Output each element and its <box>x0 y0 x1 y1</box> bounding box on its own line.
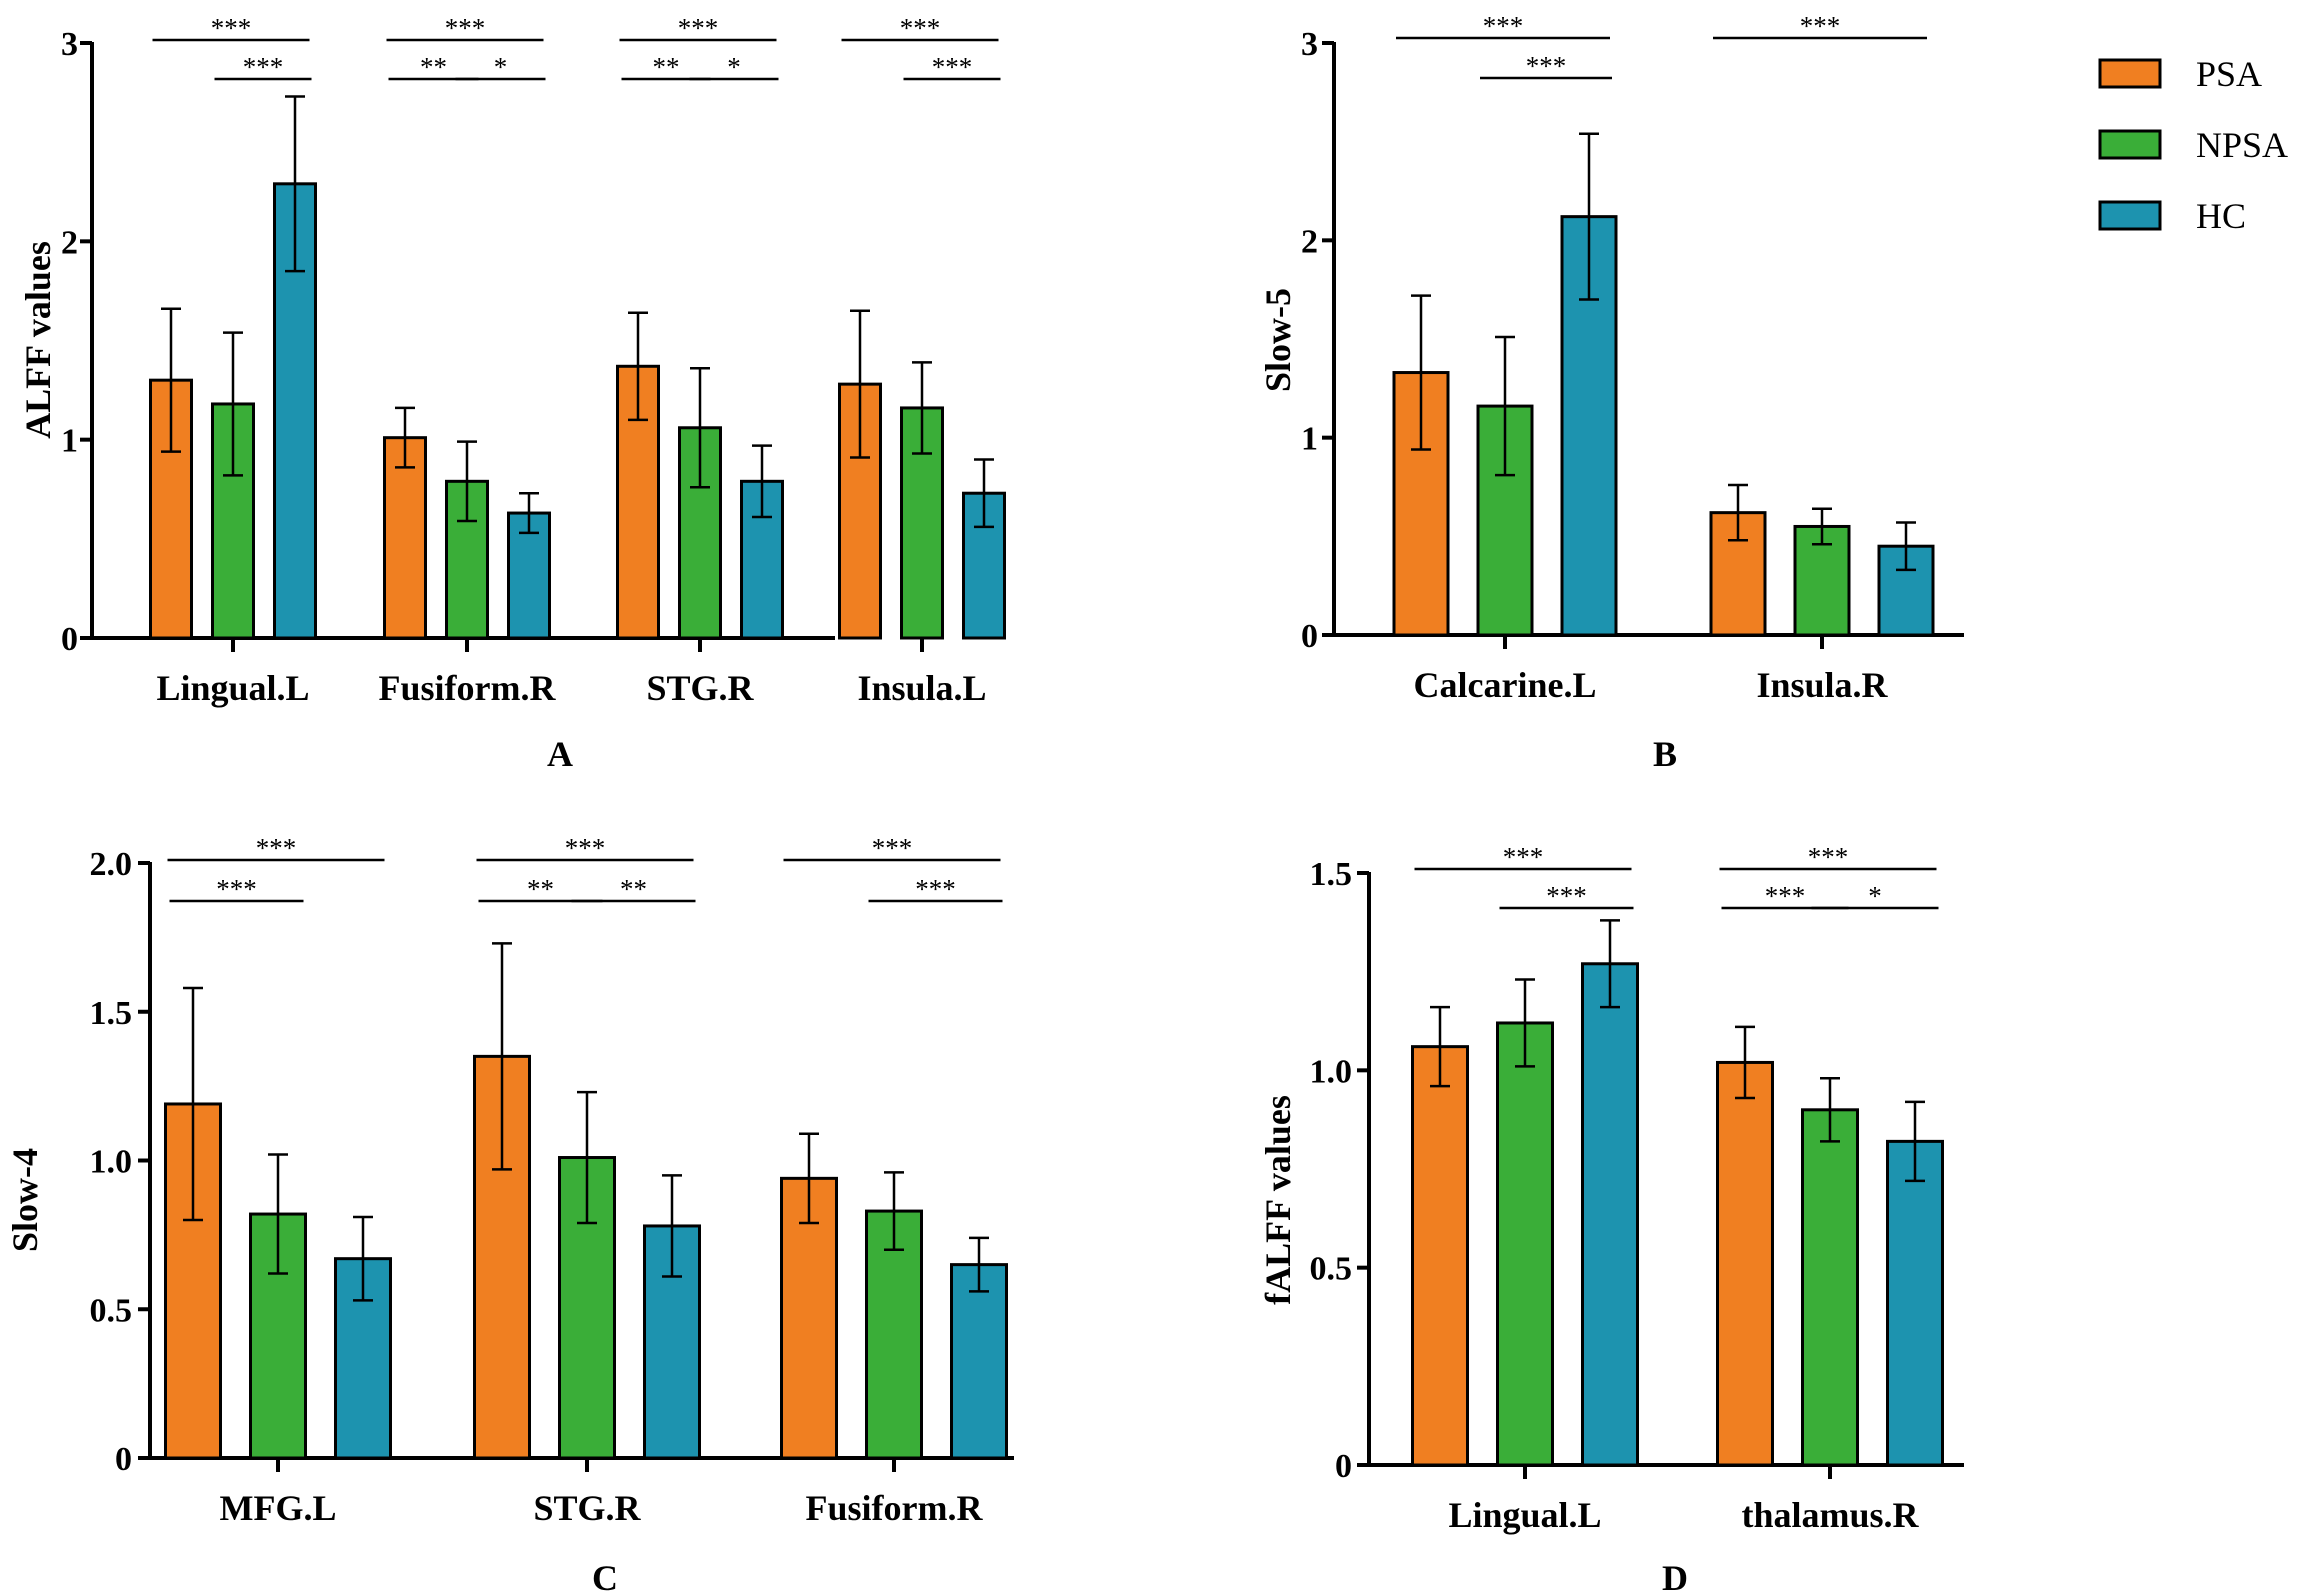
panel-letter: A <box>547 734 573 774</box>
y-tick-label: 0.5 <box>1310 1251 1353 1288</box>
legend-swatch-psa <box>2098 58 2162 89</box>
panel-letter: B <box>1653 734 1677 774</box>
significance-label: *** <box>900 13 941 43</box>
significance-label: *** <box>1503 842 1544 872</box>
y-tick-label: 3 <box>61 26 78 63</box>
y-tick-label: 1.0 <box>1310 1053 1353 1090</box>
y-axis-title: ALFF values <box>18 241 58 439</box>
panel-letter: C <box>592 1558 618 1595</box>
bar-npsa <box>865 1209 923 1460</box>
panel-d-chart: 0 0.5 1.0 1.5 fALFF values Lingual.L thalamus.… <box>1258 842 1964 1595</box>
panel-a-chart: 0 1 2 3 ALFF values Lingual.L Fusiform.R STG.R I… <box>18 13 1006 774</box>
y-tick-label: 0 <box>61 621 78 658</box>
y-tick-label: 2 <box>61 224 78 261</box>
significance-label: * <box>494 52 508 82</box>
legend-item-npsa: NPSA <box>2098 125 2288 165</box>
bar-npsa <box>1801 1108 1859 1467</box>
significance-label: ** <box>527 874 554 904</box>
y-tick-label: 1.0 <box>90 1144 133 1181</box>
significance-label: *** <box>1800 11 1841 41</box>
y-tick-label: 1.5 <box>1310 856 1353 893</box>
y-tick-label: 0.5 <box>90 1292 133 1329</box>
significance-label: *** <box>256 833 297 863</box>
y-tick-label: 3 <box>1301 26 1318 63</box>
bar-psa <box>1716 1060 1774 1467</box>
category-label: STG.R <box>533 1488 641 1528</box>
y-tick-label: 2.0 <box>90 846 133 883</box>
category-label: Lingual.L <box>1448 1495 1601 1535</box>
bar-hc <box>950 1263 1008 1460</box>
panel-letter: D <box>1662 1558 1688 1595</box>
y-axis-title: Slow-4 <box>5 1148 45 1252</box>
legend-label-hc: HC <box>2196 196 2246 236</box>
bar-npsa <box>1793 524 1851 637</box>
category-label: Fusiform.R <box>806 1488 984 1528</box>
significance-label: *** <box>1808 842 1849 872</box>
category-label: STG.R <box>646 668 754 708</box>
legend-label-psa: PSA <box>2196 54 2262 94</box>
category-label: Insula.R <box>1756 665 1888 705</box>
category-label: Lingual.L <box>156 668 309 708</box>
y-axis-title: Slow-5 <box>1258 288 1298 392</box>
panel-c-chart: 0 0.5 1.0 1.5 2.0 Slow-4 MFG.L STG.R Fusiform.R *… <box>5 833 1014 1595</box>
bar-psa <box>383 436 427 640</box>
category-label: thalamus.R <box>1741 1495 1919 1535</box>
significance-label: ** <box>420 52 447 82</box>
legend-swatch-hc <box>2098 200 2162 231</box>
y-tick-label: 1 <box>61 423 78 460</box>
bar-psa <box>1411 1045 1469 1467</box>
significance-label: *** <box>1546 881 1587 911</box>
bar-psa <box>780 1176 838 1460</box>
category-label: MFG.L <box>220 1488 337 1528</box>
category-label: Insula.L <box>857 668 986 708</box>
significance-label: * <box>727 52 741 82</box>
significance-label: *** <box>211 13 252 43</box>
significance-label: *** <box>216 874 257 904</box>
significance-label: *** <box>445 13 486 43</box>
legend-item-hc: HC <box>2098 196 2246 236</box>
significance-label: *** <box>1526 51 1567 81</box>
bar-hc <box>1581 962 1639 1467</box>
legend-label-npsa: NPSA <box>2196 125 2288 165</box>
significance-label: * <box>1868 881 1882 911</box>
category-label: Calcarine.L <box>1414 665 1597 705</box>
significance-label: ** <box>653 52 680 82</box>
y-tick-label: 2 <box>1301 223 1318 260</box>
significance-label: *** <box>932 52 973 82</box>
y-tick-label: 0 <box>115 1441 132 1478</box>
significance-label: *** <box>565 833 606 863</box>
y-tick-label: 0 <box>1335 1448 1352 1485</box>
category-label: Fusiform.R <box>379 668 557 708</box>
y-tick-label: 1 <box>1301 421 1318 458</box>
y-tick-label: 0 <box>1301 618 1318 655</box>
bar-npsa <box>445 479 489 640</box>
significance-label: *** <box>678 13 719 43</box>
y-tick-label: 1.5 <box>90 995 133 1032</box>
legend: PSA NPSA HC <box>2098 54 2288 236</box>
significance-label: *** <box>915 874 956 904</box>
significance-label: *** <box>1483 11 1524 41</box>
bar-npsa <box>1496 1021 1554 1467</box>
significance-label: *** <box>872 833 913 863</box>
significance-label: *** <box>243 52 284 82</box>
legend-swatch-npsa <box>2098 129 2162 160</box>
significance-label: *** <box>1765 881 1806 911</box>
y-axis-title: fALFF values <box>1258 1095 1298 1305</box>
significance-label: ** <box>620 874 647 904</box>
bar-hc <box>1886 1139 1944 1467</box>
legend-item-psa: PSA <box>2098 54 2262 94</box>
